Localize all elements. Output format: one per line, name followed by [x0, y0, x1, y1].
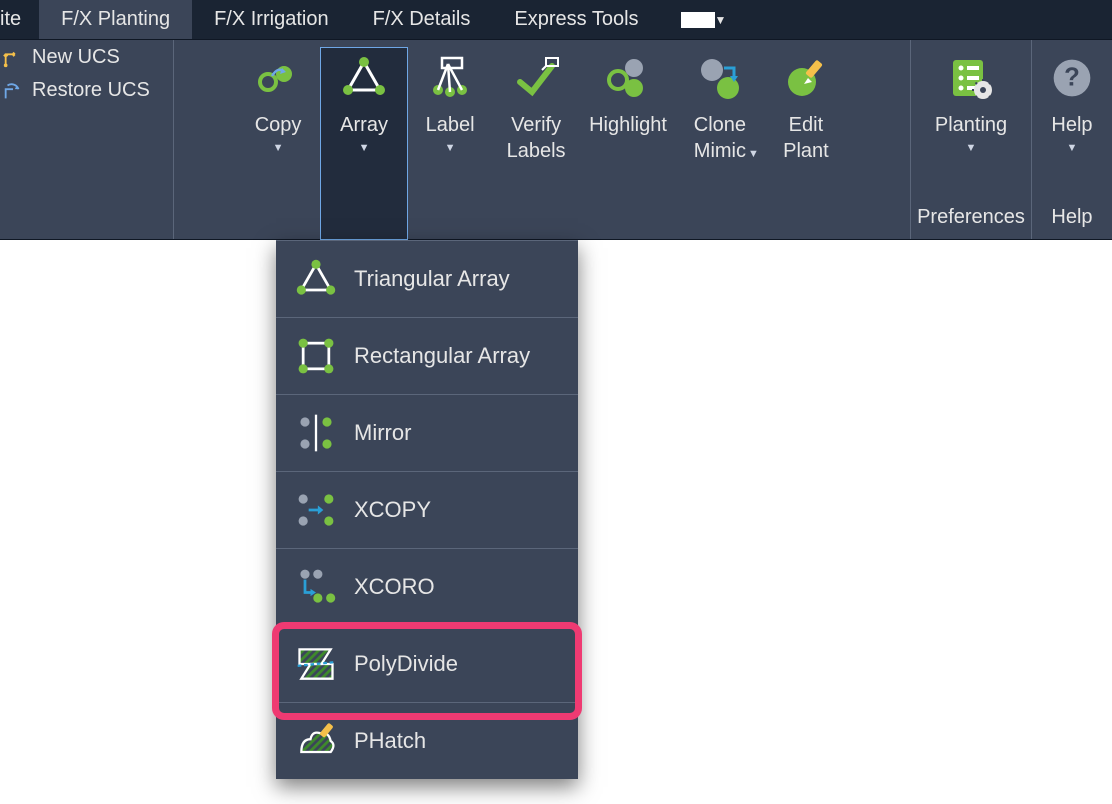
rectangular-array-item[interactable]: Rectangular Array [276, 318, 578, 395]
array-button[interactable]: Array ▼ [321, 48, 407, 239]
polydivide-icon [294, 642, 338, 686]
planting-label: Planting [935, 112, 1007, 138]
rectangular-array-label: Rectangular Array [354, 343, 530, 369]
clone-mimic-button[interactable]: Clone Mimic ▼ [677, 48, 763, 239]
ribbon: New UCS Restore UCS Copy ▼ [0, 40, 1112, 240]
phatch-icon [294, 719, 338, 763]
verify-labels-icon [512, 54, 560, 102]
restore-ucs-button[interactable]: Restore UCS [2, 79, 161, 102]
help-icon: ? [1048, 54, 1096, 102]
mirror-item[interactable]: Mirror [276, 395, 578, 472]
highlight-button[interactable]: Highlight [579, 48, 677, 239]
restore-ucs-label: Restore UCS [32, 79, 150, 102]
chevron-down-icon: ▼ [715, 13, 727, 27]
chevron-down-icon: ▼ [1067, 142, 1078, 154]
restore-ucs-icon [2, 80, 24, 102]
array-icon [340, 54, 388, 102]
edit-plant-icon [782, 54, 830, 102]
help-button[interactable]: ? Help ▼ [1032, 48, 1112, 200]
xcoro-item[interactable]: XCORO [276, 549, 578, 626]
xcoro-icon [294, 565, 338, 609]
tab-partial[interactable]: ite [0, 0, 39, 39]
tab-fx-planting[interactable]: F/X Planting [39, 0, 192, 39]
xcopy-label: XCOPY [354, 497, 431, 523]
chevron-down-icon: ▼ [445, 142, 456, 154]
chevron-down-icon: ▼ [966, 142, 977, 154]
triangular-array-item[interactable]: Triangular Array [276, 241, 578, 318]
new-ucs-label: New UCS [32, 46, 120, 69]
copy-icon [254, 54, 302, 102]
tab-bar: ite F/X Planting F/X Irrigation F/X Deta… [0, 0, 1112, 40]
help-label: Help [1051, 112, 1092, 138]
label-icon [426, 54, 474, 102]
help-title: Help [1051, 200, 1092, 239]
triangular-array-icon [294, 257, 338, 301]
ucs-panel: New UCS Restore UCS [0, 40, 174, 239]
tab-express-tools[interactable]: Express Tools [492, 0, 660, 39]
label-label: Label [426, 112, 475, 138]
help-group: ? Help ▼ Help [1032, 40, 1112, 239]
edit-plant-label: Edit Plant [783, 112, 829, 164]
chevron-down-icon: ▼ [273, 142, 284, 154]
mirror-label: Mirror [354, 420, 411, 446]
array-label: Array [340, 112, 388, 138]
flag-icon [681, 12, 715, 28]
array-dropdown: Triangular Array Rectangular Array Mirro… [276, 240, 578, 779]
verify-labels-button[interactable]: Verify Labels [493, 48, 579, 239]
copy-label: Copy [255, 112, 302, 138]
clone-mimic-label: Clone Mimic [694, 112, 746, 164]
mirror-icon [294, 411, 338, 455]
planting-button[interactable]: Planting ▼ [911, 48, 1031, 200]
tab-fx-details[interactable]: F/X Details [351, 0, 493, 39]
verify-labels-label: Verify Labels [507, 112, 566, 164]
new-ucs-icon [2, 47, 24, 69]
edit-plant-button[interactable]: Edit Plant [763, 48, 849, 239]
xcopy-item[interactable]: XCOPY [276, 472, 578, 549]
new-ucs-button[interactable]: New UCS [2, 46, 161, 69]
tab-flag-dropdown[interactable]: ▼ [681, 0, 727, 39]
polydivide-item[interactable]: PolyDivide [276, 626, 578, 703]
phatch-label: PHatch [354, 728, 426, 754]
preferences-title: Preferences [917, 200, 1025, 239]
preferences-group: Planting ▼ Preferences [911, 40, 1032, 239]
xcopy-icon [294, 488, 338, 532]
chevron-down-icon: ▼ [748, 148, 759, 160]
planting-pref-icon [947, 54, 995, 102]
highlight-label: Highlight [589, 112, 667, 138]
xcoro-label: XCORO [354, 574, 435, 600]
svg-text:?: ? [1064, 63, 1080, 91]
tab-fx-irrigation[interactable]: F/X Irrigation [192, 0, 350, 39]
label-button[interactable]: Label ▼ [407, 48, 493, 239]
triangular-array-label: Triangular Array [354, 266, 510, 292]
polydivide-label: PolyDivide [354, 651, 458, 677]
highlight-icon [604, 54, 652, 102]
rectangular-array-icon [294, 334, 338, 378]
phatch-item[interactable]: PHatch [276, 703, 578, 779]
clone-mimic-icon [696, 54, 744, 102]
chevron-down-icon: ▼ [359, 142, 370, 154]
copy-button[interactable]: Copy ▼ [235, 48, 321, 239]
